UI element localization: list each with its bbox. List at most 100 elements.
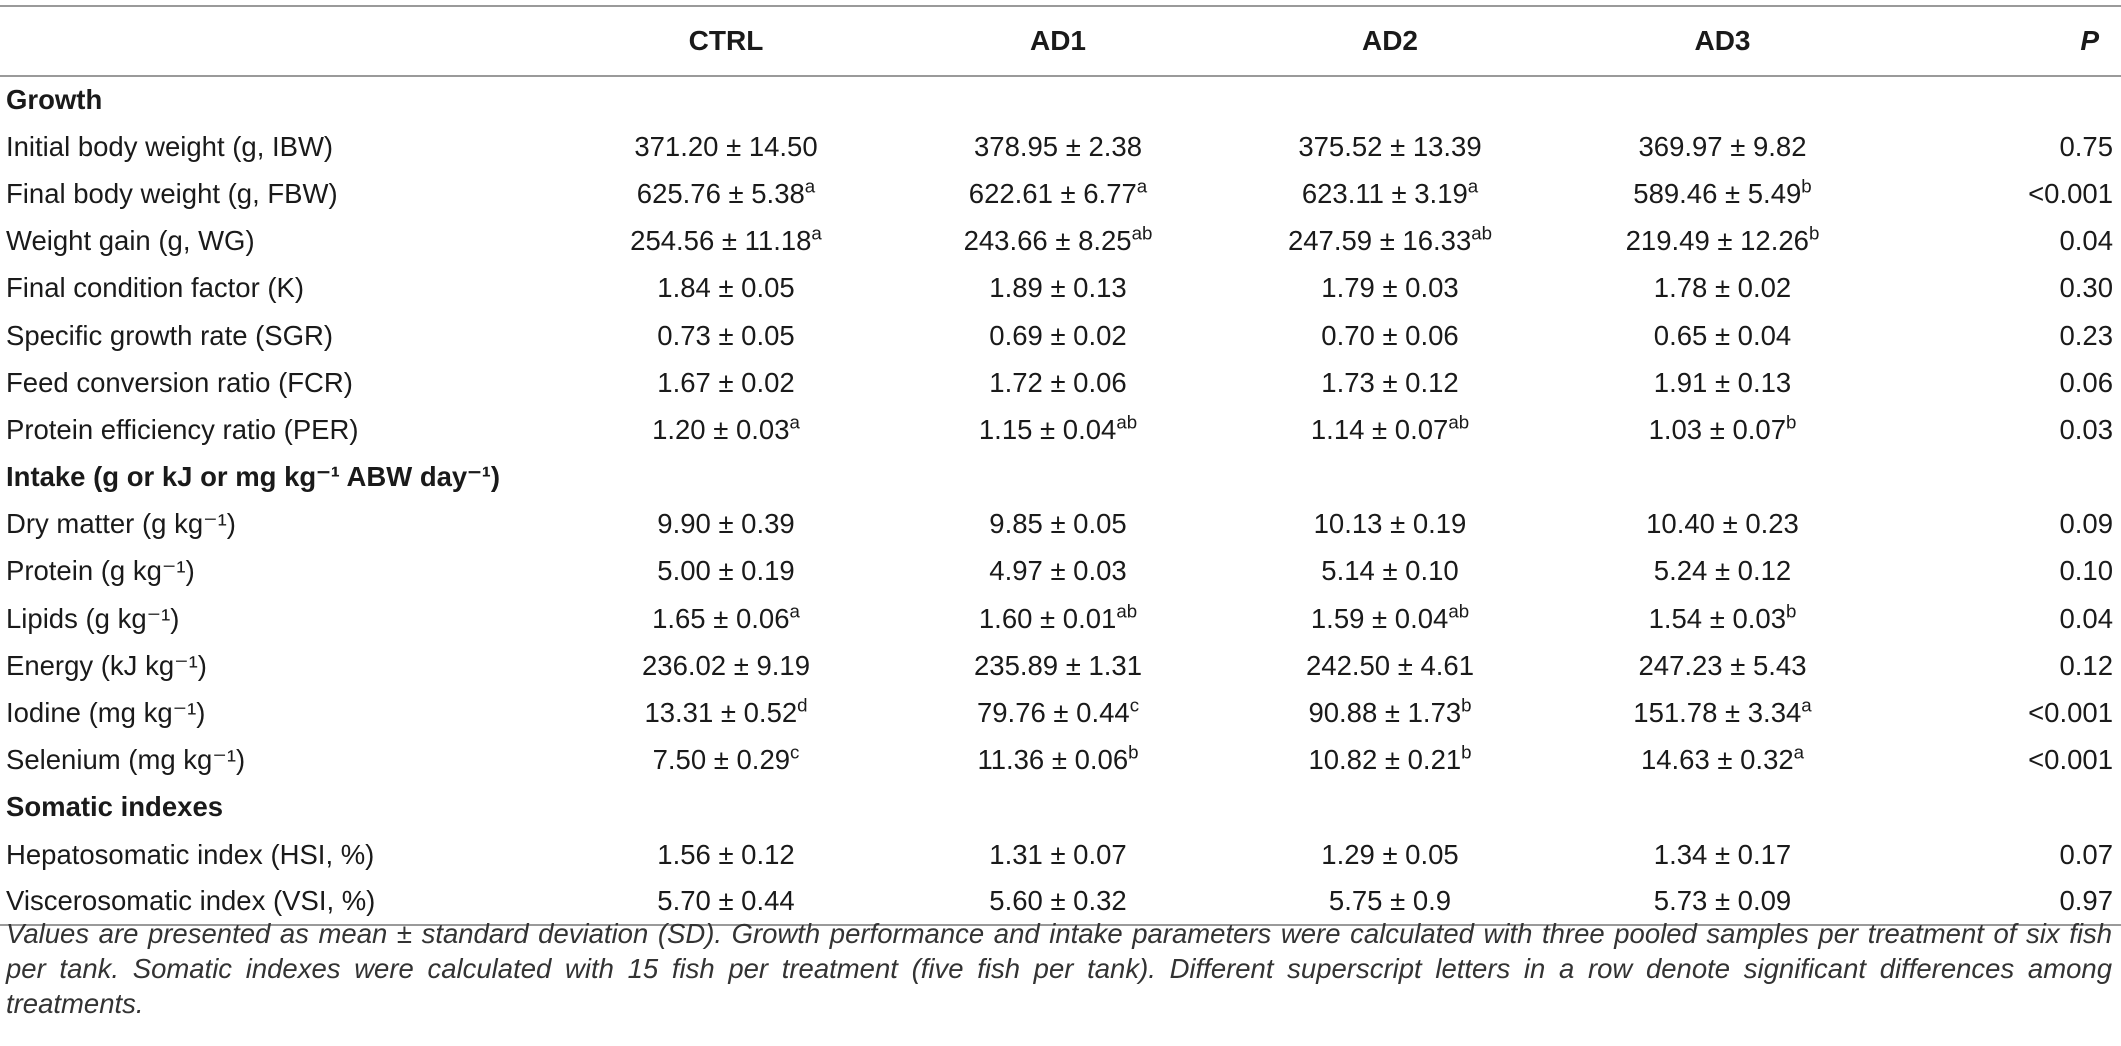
p-value-cell: <0.001 <box>2028 177 2113 209</box>
cell-value: 369.97 ± 9.82 <box>1638 130 1807 162</box>
p-value-cell: <0.001 <box>2028 697 2113 729</box>
value-cell: 1.79 ± 0.03 <box>1224 265 1556 312</box>
row-label: Protein (g kg⁻¹) <box>6 555 195 587</box>
value-cell: 1.91 ± 0.13 <box>1556 359 1889 406</box>
significance-letter: b <box>1128 741 1139 763</box>
table-row: Viscerosomatic index (VSI, %) 5.70 ± 0.44… <box>0 878 2121 927</box>
value-cell: 14.63 ± 0.32a <box>1556 737 1889 784</box>
value-cell: 9.85 ± 0.05 <box>892 501 1224 548</box>
significance-letter: a <box>811 222 822 244</box>
cell-value: 589.46 ± 5.49 <box>1633 177 1802 209</box>
significance-letter: ab <box>1471 222 1493 244</box>
cell-value: 9.85 ± 0.05 <box>989 508 1127 540</box>
value-cell: 5.75 ± 0.9 <box>1224 878 1556 927</box>
value-cell: 378.95 ± 2.38 <box>892 123 1224 170</box>
p-value-cell: 0.12 <box>2059 649 2113 681</box>
value-cell: 589.46 ± 5.49b <box>1556 170 1889 217</box>
value-cell: 11.36 ± 0.06b <box>892 737 1224 784</box>
value-cell: 243.66 ± 8.25ab <box>892 218 1224 265</box>
row-label: Final body weight (g, FBW) <box>6 177 338 209</box>
cell-value: 1.20 ± 0.03 <box>652 413 790 445</box>
row-label: Energy (kJ kg⁻¹) <box>6 649 207 681</box>
value-cell: 10.40 ± 0.23 <box>1556 501 1889 548</box>
value-cell: 236.02 ± 9.19 <box>560 642 892 689</box>
table-row: Final condition factor (K) 1.84 ± 0.05 1.8… <box>0 265 2121 312</box>
cell-value: 7.50 ± 0.29 <box>652 744 791 776</box>
value-cell: 242.50 ± 4.61 <box>1224 642 1556 689</box>
value-cell: 1.54 ± 0.03b <box>1556 595 1889 642</box>
table-row: Weight gain (g, WG) 254.56 ± 11.18a 243.66… <box>0 218 2121 265</box>
value-cell: 1.84 ± 0.05 <box>560 265 892 312</box>
value-cell: 625.76 ± 5.38a <box>560 170 892 217</box>
value-cell: 1.34 ± 0.17 <box>1556 831 1889 878</box>
value-cell: 1.56 ± 0.12 <box>560 831 892 878</box>
value-cell: 1.89 ± 0.13 <box>892 265 1224 312</box>
p-value-cell: 0.06 <box>2059 366 2113 398</box>
cell-value: 625.76 ± 5.38 <box>636 177 805 209</box>
value-cell: 0.73 ± 0.05 <box>560 312 892 359</box>
cell-value: 1.65 ± 0.06 <box>652 602 790 634</box>
cell-value: 623.11 ± 3.19 <box>1301 177 1468 209</box>
cell-value: 5.24 ± 0.12 <box>1653 555 1792 587</box>
value-cell: 1.73 ± 0.12 <box>1224 359 1556 406</box>
value-cell: 5.73 ± 0.09 <box>1556 878 1889 927</box>
value-cell: 10.82 ± 0.21b <box>1224 737 1556 784</box>
table-row: Iodine (mg kg⁻¹) 13.31 ± 0.52d 79.76 ± 0.4… <box>0 689 2121 736</box>
p-value-cell: 0.03 <box>2059 413 2113 445</box>
cell-value: 378.95 ± 2.38 <box>973 130 1142 162</box>
significance-letter: ab <box>1448 600 1470 622</box>
value-cell: 623.11 ± 3.19a <box>1224 170 1556 217</box>
significance-letter: b <box>1801 175 1812 197</box>
significance-letter: b <box>1786 600 1797 622</box>
section-row: Growth <box>0 76 2121 123</box>
significance-letter: d <box>797 694 808 716</box>
header-p-value: P <box>1889 5 2121 77</box>
p-value-cell: 0.04 <box>2059 602 2113 634</box>
row-label: Iodine (mg kg⁻¹) <box>6 697 206 729</box>
significance-letter: b <box>1461 694 1472 716</box>
significance-letter: a <box>1793 741 1805 763</box>
significance-letter: ab <box>1116 600 1138 622</box>
cell-value: 247.23 ± 5.43 <box>1638 649 1807 681</box>
cell-value: 5.75 ± 0.9 <box>1328 885 1452 917</box>
cell-value: 1.67 ± 0.02 <box>657 366 795 398</box>
value-cell: 0.70 ± 0.06 <box>1224 312 1556 359</box>
table-row: Lipids (g kg⁻¹) 1.65 ± 0.06a 1.60 ± 0.01ab… <box>0 595 2121 642</box>
value-cell: 90.88 ± 1.73b <box>1224 689 1556 736</box>
value-cell: 13.31 ± 0.52d <box>560 689 892 736</box>
value-cell: 79.76 ± 0.44c <box>892 689 1224 736</box>
row-label: Dry matter (g kg⁻¹) <box>6 508 236 540</box>
row-label: Final condition factor (K) <box>6 272 305 304</box>
table-row: Protein (g kg⁻¹) 5.00 ± 0.19 4.97 ± 0.03 5.… <box>0 548 2121 595</box>
section-row: Somatic indexes <box>0 784 2121 831</box>
cell-value: 14.63 ± 0.32 <box>1640 744 1794 776</box>
table-row: Dry matter (g kg⁻¹) 9.90 ± 0.39 9.85 ± 0.0… <box>0 501 2121 548</box>
table-header: CTRL AD1 AD2 AD3 P <box>0 5 2121 77</box>
value-cell: 5.14 ± 0.10 <box>1224 548 1556 595</box>
cell-value: 1.84 ± 0.05 <box>657 272 795 304</box>
cell-value: 4.97 ± 0.03 <box>989 555 1127 587</box>
value-cell: 369.97 ± 9.82 <box>1556 123 1889 170</box>
cell-value: 1.59 ± 0.04 <box>1310 602 1449 634</box>
significance-letter: c <box>1129 694 1140 716</box>
cell-value: 0.73 ± 0.05 <box>657 319 795 351</box>
p-value-cell: 0.04 <box>2059 225 2113 257</box>
cell-value: 1.03 ± 0.07 <box>1648 413 1786 445</box>
cell-value: 1.72 ± 0.06 <box>989 366 1127 398</box>
results-table: CTRL AD1 AD2 AD3 P Growth Initial body we… <box>0 5 2121 927</box>
value-cell: 0.69 ± 0.02 <box>892 312 1224 359</box>
value-cell: 375.52 ± 13.39 <box>1224 123 1556 170</box>
value-cell: 5.00 ± 0.19 <box>560 548 892 595</box>
cell-value: 1.34 ± 0.17 <box>1653 838 1792 870</box>
significance-letter: ab <box>1116 411 1138 433</box>
cell-value: 1.14 ± 0.07 <box>1310 413 1449 445</box>
table-footnote: Values are presented as mean ± standard … <box>6 918 2112 1019</box>
value-cell: 151.78 ± 3.34a <box>1556 689 1889 736</box>
significance-letter: a <box>789 600 800 622</box>
value-cell: 10.13 ± 0.19 <box>1224 501 1556 548</box>
value-cell: 1.60 ± 0.01ab <box>892 595 1224 642</box>
cell-value: 243.66 ± 8.25 <box>963 225 1132 257</box>
header-row: CTRL AD1 AD2 AD3 P <box>0 5 2121 77</box>
cell-value: 10.82 ± 0.21 <box>1308 744 1462 776</box>
value-cell: 622.61 ± 6.77a <box>892 170 1224 217</box>
